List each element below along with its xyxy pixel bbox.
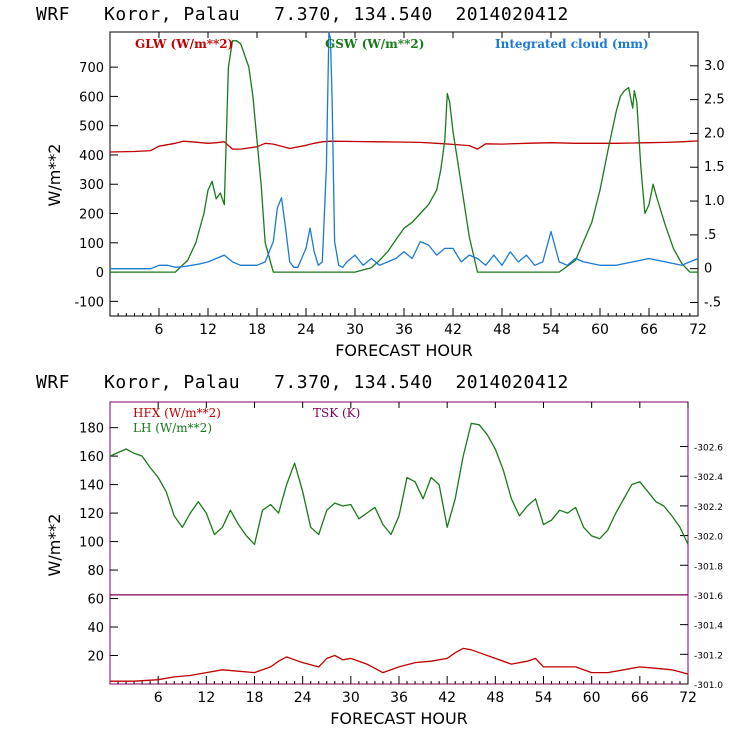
chart-1-series-line-glw-w-m-2 [109, 140, 699, 153]
chart-2-x-tick-label: 24 [294, 690, 312, 706]
chart-2-x-tick-label: 6 [154, 690, 163, 706]
chart-1-y-tick-label: 300 [79, 178, 104, 193]
chart-2-x-tick-label: 18 [246, 690, 264, 706]
chart-1-x-tick-label: 36 [395, 322, 413, 338]
chart-2-y2-tick-label: -302.0 [694, 533, 723, 543]
chart-1-y2-tick-label: 1.5 [704, 160, 725, 175]
chart-1-x-tick-label: 66 [640, 322, 658, 338]
chart-2-surface-fluxes: 6 12 18 24 30 36 42 48 54 60 66 72 20 40 60 80 100 120 140… [45, 401, 723, 728]
chart-2-y-tick-label: 120 [79, 507, 104, 522]
chart-1-y-tick-label: 500 [79, 120, 104, 135]
chart-1-x-tick-label: 60 [591, 322, 609, 338]
chart-1-y2-tick-label: 1.0 [704, 194, 725, 209]
chart-1-series-line-gsw-w-m-2 [110, 40, 698, 273]
chart-2-x-tick-label: 66 [631, 690, 649, 706]
chart-2-series-line-hfx-w-m-2 [110, 647, 689, 682]
chart-1-x-tick-label: 72 [689, 322, 707, 338]
chart-1-y2-tick-label: 3.0 [704, 59, 725, 74]
chart-1-title: WRF Koror, Palau 7.370, 134.540 20140204… [36, 4, 569, 25]
chart-1-legend-entry: GLW (W/m**2) [135, 37, 233, 51]
chart-1-legend-entry: Integrated cloud (mm) [495, 37, 649, 51]
chart-2-y-tick-label: 160 [79, 450, 104, 465]
chart-2-x-tick-label: 54 [535, 690, 553, 706]
chart-2-x-tick-label: 60 [583, 690, 601, 706]
chart-2-y2-tick-label: -301.2 [694, 651, 723, 661]
chart-1-x-tick-label: 6 [155, 322, 164, 338]
chart-2-plot-frame [109, 401, 689, 685]
chart-2-x-tick-label: 48 [486, 690, 504, 706]
chart-1-y-tick-label: 200 [79, 208, 104, 223]
chart-2-x-tick-label: 42 [438, 690, 456, 706]
chart-1-y-tick-label: 100 [79, 237, 104, 252]
chart-2-y-tick-label: 140 [79, 479, 104, 494]
chart-1-y2-tick-label: -.5 [704, 295, 721, 310]
chart-2-y2-tick-label: -301.6 [694, 592, 723, 602]
chart-2-y2-tick-label: -301.0 [694, 681, 723, 691]
chart-1-x-tick-label: 30 [346, 322, 364, 338]
chart-1-series-line-integrated-cloud-mm [110, 31, 699, 270]
chart-2-x-tick-label: 72 [679, 690, 697, 706]
chart-1-x-tick-label: 48 [493, 322, 511, 338]
chart-1-legend-entry: GSW (W/m**2) [325, 37, 424, 51]
chart-1-y-tick-label: 600 [79, 90, 104, 105]
chart-2-legend-entry: TSK (K) [313, 406, 360, 420]
chart-1-y-tick-label: 700 [79, 61, 104, 76]
chart-2-y-tick-label: 80 [87, 564, 104, 579]
chart-2-y2-tick-label: -302.6 [694, 444, 723, 454]
chart-2-y2-tick-label: -301.4 [694, 622, 723, 632]
chart-2-x-tick-label: 12 [197, 690, 215, 706]
chart-2-x-tick-label: 36 [390, 690, 408, 706]
chart-2-y2-tick-label: -301.8 [694, 562, 723, 572]
chart-1-y-tick-label: 400 [79, 149, 104, 164]
chart-1-y-tick-label: 0 [96, 266, 104, 281]
chart-2-y2-tick-label: -302.2 [694, 503, 723, 513]
chart-1-x-tick-label: 24 [297, 322, 315, 338]
chart-1-x-tick-label: 18 [248, 322, 266, 338]
chart-2-legend-entry: LH (W/m**2) [133, 421, 212, 435]
chart-2-y-tick-label: 40 [87, 621, 104, 636]
chart-2-y-axis-label: W/m**2 [45, 514, 64, 577]
chart-2-title: WRF Koror, Palau 7.370, 134.540 20140204… [36, 372, 569, 393]
chart-2-y-tick-label: 180 [79, 422, 104, 437]
chart-1-y2-tick-label: 2.5 [704, 93, 725, 108]
chart-2-y-tick-label: 20 [87, 650, 104, 665]
chart-2-y2-tick-label: -302.4 [694, 473, 723, 483]
chart-1-y2-tick-label: .5 [704, 228, 716, 243]
chart-2-x-tick-label: 30 [342, 690, 360, 706]
chart-2-y-tick-label: 100 [79, 536, 104, 551]
chart-2-series-line-lh-w-m-2 [109, 422, 689, 546]
chart-1-y-axis-label: W/m**2 [45, 144, 64, 207]
chart-1-radiation-cloud: 6 12 18 24 30 36 42 48 54 60 66 72 -100 0 100 200 300 400… [45, 31, 725, 360]
chart-1-x-axis-label: FORECAST HOUR [335, 341, 473, 360]
chart-1-plot-frame [109, 31, 699, 317]
chart-2-y-tick-label: 60 [87, 593, 104, 608]
chart-2-legend-entry: HFX (W/m**2) [133, 406, 221, 420]
chart-1-x-tick-label: 54 [542, 322, 560, 338]
chart-1-y2-tick-label: 2.0 [704, 126, 725, 141]
chart-1-y2-tick-label: 0 [704, 262, 712, 277]
chart-2-x-axis-label: FORECAST HOUR [330, 709, 468, 728]
chart-1-x-tick-label: 42 [444, 322, 462, 338]
chart-1-y-tick-label: -100 [74, 295, 104, 310]
chart-1-x-tick-label: 12 [199, 322, 217, 338]
